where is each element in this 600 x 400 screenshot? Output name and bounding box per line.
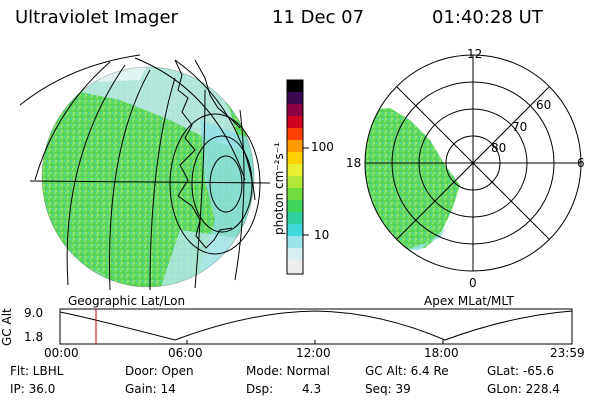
orbit-axis-title: GC Alt — [0, 308, 14, 346]
date-label: 11 Dec 07 — [272, 7, 365, 28]
color-scale-bar — [286, 79, 309, 275]
polar-grid — [364, 54, 582, 272]
colorbar-unit-label: photon cm⁻²s⁻¹ — [272, 142, 286, 235]
polar-map-caption: Apex MLat/MLT — [424, 294, 514, 308]
instrument-title: Ultraviolet Imager — [15, 7, 178, 28]
mlat-label-80: 80 — [491, 141, 507, 155]
dsp-label: Dsp: — [246, 382, 274, 396]
orbit-xtick-1200: 12:00 — [296, 346, 331, 360]
orbit-ytick-min: 1.8 — [24, 330, 44, 344]
mlt-label-0: 0 — [469, 276, 477, 290]
mlat-label-70: 70 — [512, 120, 528, 134]
gain-info: Gain: 14 — [125, 382, 176, 396]
geographic-map — [19, 54, 271, 291]
colorbar-tick-100: 100 — [311, 140, 334, 154]
dsp-value: 4.3 — [302, 382, 322, 396]
glat-info: GLat: -65.6 — [487, 364, 554, 378]
mlt-label-18: 18 — [346, 156, 362, 170]
polar-map — [364, 54, 582, 272]
orbit-xtick-2359: 23:59 — [550, 346, 585, 360]
mlt-label-12: 12 — [467, 47, 483, 61]
auroral-emission-polar — [365, 108, 460, 250]
mode-info: Mode: Normal — [246, 364, 330, 378]
orbit-xtick-0000: 00:00 — [44, 346, 79, 360]
time-label: 01:40:28 UT — [432, 7, 543, 28]
orbit-plot — [59, 308, 573, 345]
altitude-curve — [59, 310, 573, 341]
door-info: Door: Open — [125, 364, 194, 378]
filter-info: Flt: LBHL — [10, 364, 64, 378]
orbit-ytick-max: 9.0 — [24, 306, 44, 320]
orbit-xtick-0600: 06:00 — [168, 346, 203, 360]
colorbar-tick-10: 10 — [314, 228, 330, 242]
geo-map-caption: Geographic Lat/Lon — [68, 294, 186, 308]
mlt-label-6: 6 — [577, 156, 585, 170]
gc-alt-info: GC Alt: 6.4 Re — [365, 364, 449, 378]
orbit-xtick-1800: 18:00 — [424, 346, 459, 360]
glon-info: GLon: 228.4 — [487, 382, 560, 396]
mlat-label-60: 60 — [536, 98, 552, 112]
seq-info: Seq: 39 — [365, 382, 411, 396]
geo-grid — [19, 54, 271, 291]
ip-info: IP: 36.0 — [10, 382, 56, 396]
